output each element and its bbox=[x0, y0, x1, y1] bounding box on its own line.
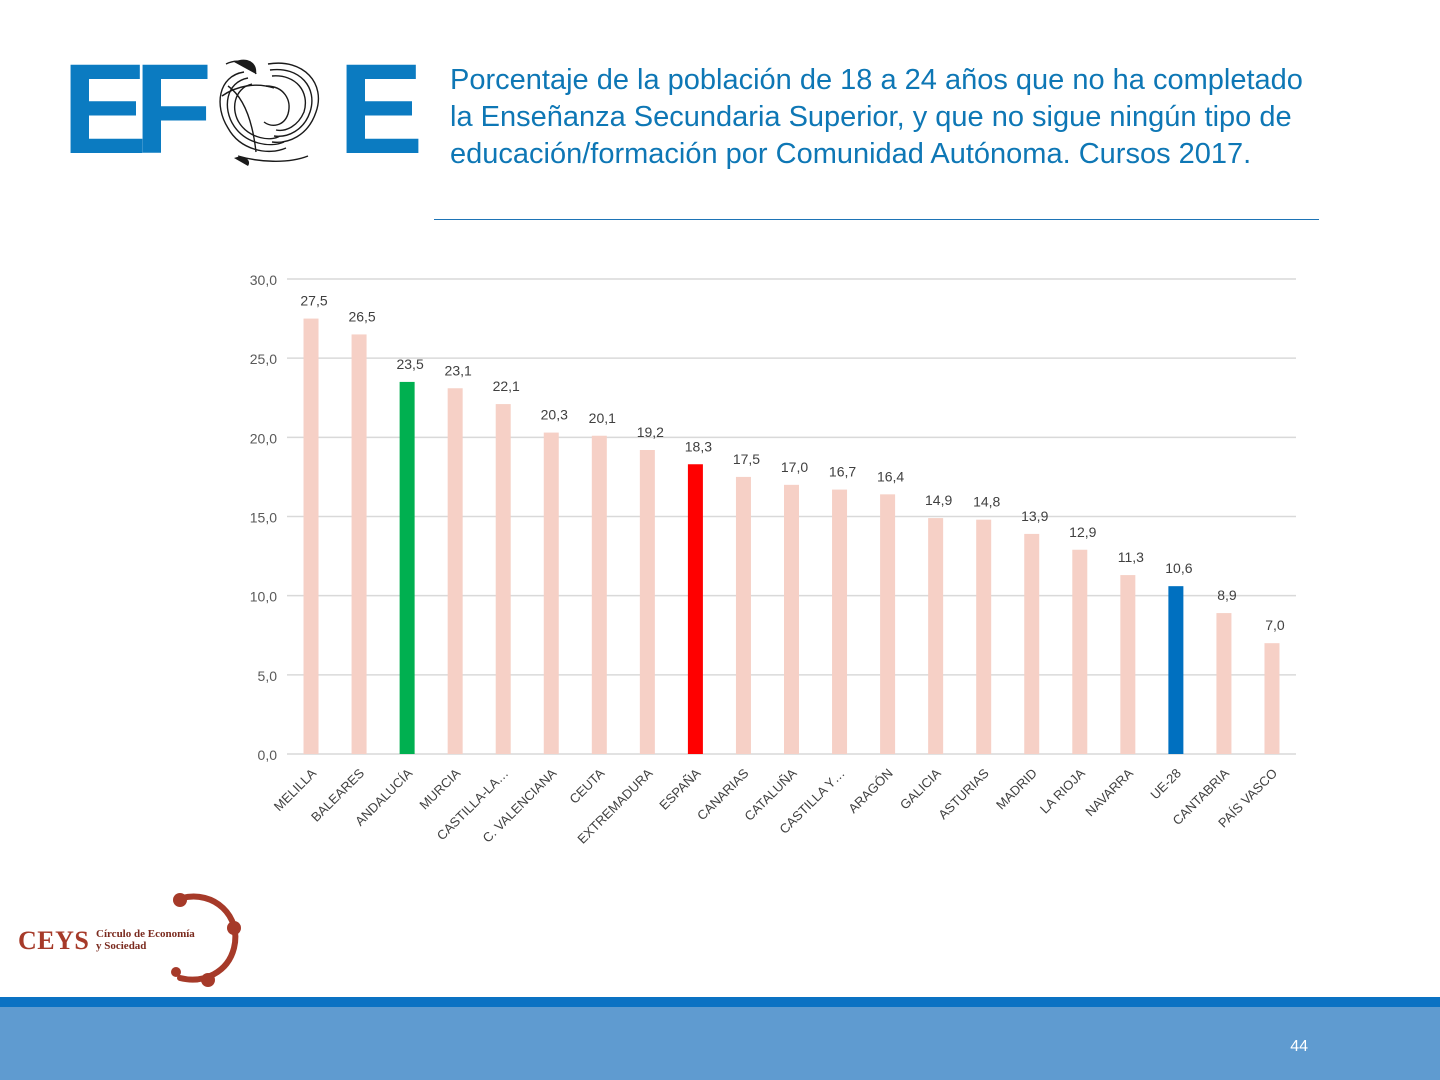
data-label: 17,5 bbox=[733, 451, 760, 467]
data-label: 7,0 bbox=[1265, 617, 1285, 633]
bar bbox=[399, 381, 415, 754]
y-tick-label: 0,0 bbox=[258, 747, 278, 763]
ceys-logo-text: CEYS bbox=[18, 926, 90, 955]
chart-data-labels: 27,5 26,5 23,5 23,1 22,1 20,3 20,1 19,2 18,3 17,5… bbox=[300, 293, 1285, 634]
bar bbox=[639, 450, 655, 754]
x-tick-label: LA RIOJA bbox=[1037, 765, 1088, 816]
data-label: 12,9 bbox=[1069, 524, 1096, 540]
chart-y-axis: 0,0 5,0 10,0 15,0 20,0 25,0 30,0 bbox=[250, 272, 277, 763]
data-label: 23,5 bbox=[396, 356, 423, 372]
data-label: 26,5 bbox=[348, 308, 375, 324]
efse-logo: E F E bbox=[62, 46, 423, 174]
y-tick-label: 5,0 bbox=[258, 668, 278, 684]
x-tick-label: MELILLA bbox=[271, 765, 320, 814]
efse-logo-letter-e: E bbox=[62, 38, 148, 181]
bar bbox=[1168, 586, 1184, 754]
ceys-logo-subtitle-line1: Círculo de Economía bbox=[96, 928, 195, 940]
ceys-logo-subtitle-line2: y Sociedad bbox=[96, 940, 147, 952]
x-tick-label: MURCIA bbox=[416, 765, 463, 812]
data-label: 16,7 bbox=[829, 464, 856, 480]
bar bbox=[1216, 613, 1232, 754]
x-tick-label: GALICIA bbox=[897, 765, 944, 812]
x-tick-label: CEUTA bbox=[566, 765, 607, 806]
page-number: 44 bbox=[1290, 1038, 1308, 1055]
data-label: 16,4 bbox=[877, 468, 904, 484]
data-label: 17,0 bbox=[781, 459, 808, 475]
efse-logo-letter-f: F bbox=[134, 38, 213, 181]
efse-logo-letter-e2: E bbox=[338, 38, 424, 181]
bar bbox=[832, 489, 848, 754]
x-tick-label: MADRID bbox=[993, 766, 1040, 813]
bar bbox=[1264, 643, 1280, 754]
y-tick-label: 25,0 bbox=[250, 351, 277, 367]
bar bbox=[351, 334, 367, 754]
data-label: 27,5 bbox=[300, 293, 327, 309]
bar bbox=[495, 404, 511, 754]
bar bbox=[1024, 533, 1040, 754]
bar bbox=[591, 435, 607, 754]
footer-band bbox=[0, 1007, 1440, 1080]
y-tick-label: 30,0 bbox=[250, 272, 277, 288]
bar bbox=[303, 318, 319, 754]
bar bbox=[976, 519, 992, 754]
y-tick-label: 15,0 bbox=[250, 510, 277, 526]
efse-logo-swirl-icon bbox=[219, 59, 320, 166]
y-tick-label: 10,0 bbox=[250, 589, 277, 605]
bar bbox=[687, 464, 703, 754]
title-divider bbox=[434, 219, 1319, 220]
ceys-logo: CEYS Círculo de Economía y Sociedad bbox=[14, 888, 244, 988]
footer-accent-line bbox=[0, 997, 1440, 1007]
x-tick-label: ESPAÑA bbox=[656, 765, 703, 812]
data-label: 22,1 bbox=[493, 378, 520, 394]
data-label: 18,3 bbox=[685, 438, 712, 454]
ceys-logo-subtitle: Círculo de Economía y Sociedad bbox=[96, 928, 195, 952]
data-label: 11,3 bbox=[1118, 549, 1144, 565]
x-tick-label: UE-28 bbox=[1147, 766, 1184, 803]
bar bbox=[928, 518, 944, 754]
data-label: 13,9 bbox=[1021, 508, 1048, 524]
bar bbox=[543, 432, 559, 754]
x-tick-label: NAVARRA bbox=[1082, 765, 1136, 819]
data-label: 14,9 bbox=[925, 492, 952, 508]
bar bbox=[1072, 549, 1088, 754]
bar bbox=[1120, 575, 1136, 754]
bar bbox=[735, 476, 751, 754]
data-label: 19,2 bbox=[637, 424, 664, 440]
data-label: 8,9 bbox=[1217, 587, 1237, 603]
slide-title: Porcentaje de la población de 18 a 24 añ… bbox=[450, 64, 1303, 170]
bar bbox=[447, 388, 463, 754]
bar bbox=[784, 484, 799, 754]
data-label: 20,1 bbox=[589, 410, 616, 426]
data-label: 23,1 bbox=[445, 362, 472, 378]
bar bbox=[880, 494, 896, 754]
data-label: 10,6 bbox=[1165, 560, 1192, 576]
x-tick-label: ASTURIAS bbox=[935, 765, 992, 822]
ceys-people-ring-icon bbox=[171, 893, 241, 987]
data-label: 14,8 bbox=[973, 494, 1000, 510]
x-tick-label: ARAGÓN bbox=[845, 766, 895, 816]
data-label: 20,3 bbox=[541, 407, 568, 423]
chart-bars bbox=[303, 318, 1280, 754]
y-tick-label: 20,0 bbox=[250, 430, 277, 446]
